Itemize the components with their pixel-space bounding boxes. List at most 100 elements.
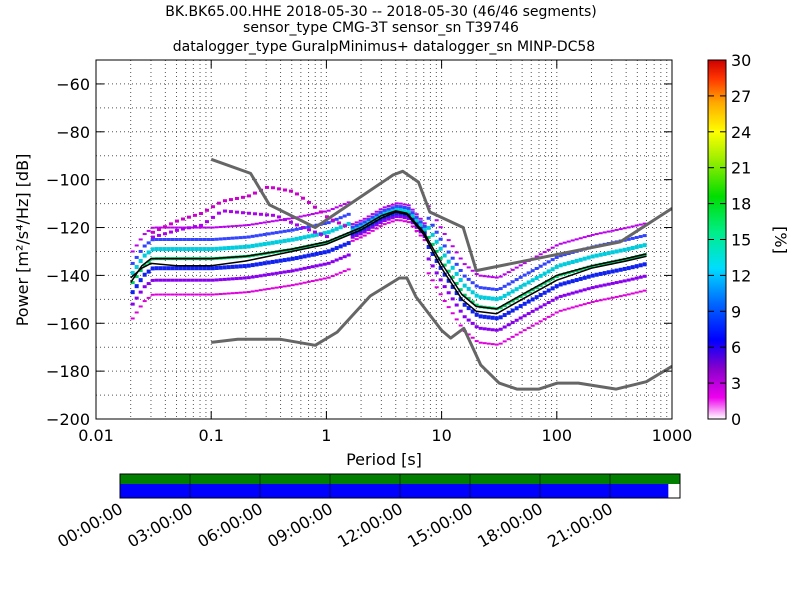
density-cell xyxy=(150,247,155,252)
density-cell xyxy=(346,253,351,257)
density-cell xyxy=(530,278,535,283)
density-cell xyxy=(626,266,631,271)
density-cell xyxy=(130,250,135,253)
density-cell xyxy=(154,238,159,241)
density-cell xyxy=(498,327,503,331)
density-cell xyxy=(358,236,363,239)
density-cell xyxy=(446,239,451,242)
density-cell xyxy=(274,240,279,245)
density-cell xyxy=(318,278,323,281)
density-cell xyxy=(450,297,455,301)
density-cell xyxy=(554,244,559,247)
density-cell xyxy=(130,290,135,295)
density-cell xyxy=(190,293,195,296)
density-cell xyxy=(450,265,455,270)
density-cell xyxy=(570,306,575,309)
density-cell xyxy=(634,264,639,269)
density-cell xyxy=(498,342,503,345)
density-cell xyxy=(334,246,339,251)
y-tick-label: −160 xyxy=(46,314,90,333)
noise-model-high-line xyxy=(210,157,672,273)
density-cell xyxy=(626,226,631,229)
density-cell xyxy=(366,228,371,232)
density-cell xyxy=(446,250,451,254)
density-cell xyxy=(262,221,267,224)
x-tick-label: 0.01 xyxy=(78,426,114,445)
density-cell xyxy=(226,292,231,295)
density-cell xyxy=(634,291,639,294)
density-cell xyxy=(642,262,647,267)
density-cell xyxy=(354,230,359,235)
density-cell xyxy=(542,262,547,266)
density-cell xyxy=(458,278,463,283)
density-cell xyxy=(594,300,599,303)
density-cell xyxy=(562,262,567,267)
density-cell xyxy=(590,273,595,278)
density-outlier-cell xyxy=(312,230,317,234)
density-cell xyxy=(518,275,523,279)
density-cell xyxy=(442,285,447,289)
density-cell xyxy=(498,315,503,320)
density-cell xyxy=(466,277,471,281)
density-cell xyxy=(510,299,515,303)
density-cell xyxy=(222,246,227,251)
density-cell xyxy=(466,306,471,311)
density-cell xyxy=(406,211,411,215)
density-cell xyxy=(558,282,563,287)
density-cell xyxy=(642,243,647,248)
density-cell xyxy=(638,244,643,249)
density-cell xyxy=(130,317,135,320)
density-cell xyxy=(482,314,487,319)
psd-plot: 0.01 0.1 1 10 100 1000 −60 −80 −100 −120 −140 −160… xyxy=(13,59,692,469)
density-cell xyxy=(242,276,247,280)
density-cell xyxy=(362,234,367,237)
density-cell xyxy=(134,284,139,289)
density-cell xyxy=(222,225,227,228)
density-cell xyxy=(462,274,467,278)
density-cell xyxy=(254,243,259,248)
density-outlier-cell xyxy=(252,212,257,216)
density-cell xyxy=(438,246,443,251)
density-outlier-cell xyxy=(294,223,299,227)
density-cell xyxy=(314,264,319,268)
density-cell xyxy=(462,263,467,266)
density-cell xyxy=(130,302,135,306)
density-cell xyxy=(574,258,579,263)
density-cell xyxy=(374,213,379,217)
mean-psd-line xyxy=(130,210,647,310)
density-cell xyxy=(222,292,227,295)
density-cell xyxy=(370,215,375,219)
density-cell xyxy=(194,266,199,271)
density-cell xyxy=(618,267,623,272)
density-cell xyxy=(618,280,623,284)
density-cell xyxy=(630,225,635,228)
density-cell xyxy=(254,222,259,225)
density-cell xyxy=(158,226,163,229)
density-cell xyxy=(454,303,459,307)
density-cell xyxy=(634,276,639,280)
density-cell xyxy=(310,213,315,216)
density-cell xyxy=(434,271,439,275)
density-cell xyxy=(578,289,583,293)
density-cell xyxy=(366,215,371,218)
density-cell xyxy=(262,232,267,236)
density-cell xyxy=(270,231,275,235)
density-cell xyxy=(430,232,435,237)
density-cell xyxy=(278,230,283,234)
colorbar-tick-label: 30 xyxy=(731,51,751,70)
density-cell xyxy=(450,256,455,260)
density-cell xyxy=(334,236,339,240)
density-cell xyxy=(358,232,363,236)
density-cell xyxy=(606,270,611,275)
density-cell xyxy=(582,236,587,239)
density-cell xyxy=(350,239,355,242)
density-cell xyxy=(618,295,623,298)
density-cell xyxy=(598,252,603,257)
density-cell xyxy=(530,288,535,292)
density-cell xyxy=(358,222,363,226)
density-outlier-cell xyxy=(234,210,239,214)
density-cell xyxy=(182,278,187,282)
density-cell xyxy=(494,297,499,302)
density-cell xyxy=(146,260,151,264)
density-cell xyxy=(630,277,635,281)
